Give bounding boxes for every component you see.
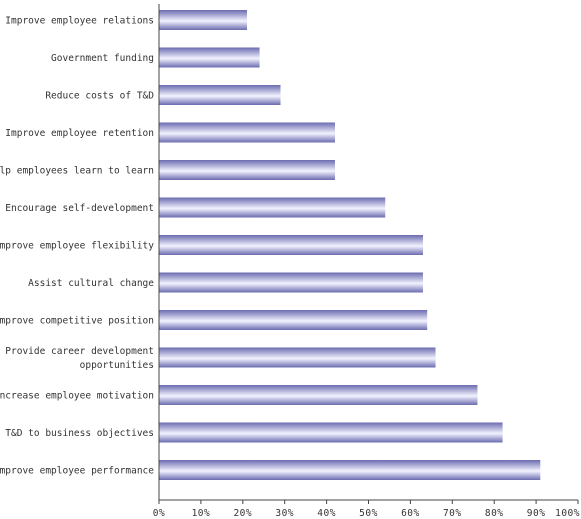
category-label: Improve employee retention <box>5 128 154 139</box>
bars-group <box>159 10 541 480</box>
category-label: Help employees learn to learn <box>0 166 154 177</box>
bar <box>159 122 335 143</box>
bar <box>159 85 281 105</box>
bar <box>159 347 436 368</box>
bar <box>159 460 541 480</box>
bar <box>159 272 423 293</box>
x-tick-label: 20% <box>233 508 252 519</box>
category-label: Government funding <box>51 53 154 64</box>
x-tick-label: 10% <box>192 508 211 519</box>
bar <box>159 235 423 255</box>
x-ticks: 0% 10% 20% 30% 40% 50% 60% 70% 80% 90% 100% <box>153 500 580 519</box>
bar <box>159 385 478 405</box>
category-label: Improve employee relations <box>5 16 154 27</box>
bar <box>159 47 260 68</box>
x-tick-label: 40% <box>317 508 336 519</box>
category-label: Improve employee performance <box>0 466 154 477</box>
category-label: Assist cultural change <box>28 278 154 289</box>
x-tick-label: 0% <box>153 508 165 519</box>
category-label: Improve employee flexibility <box>0 241 154 252</box>
x-tick-label: 50% <box>359 508 378 519</box>
category-label: Link T&D to business objectives <box>0 428 154 439</box>
category-label: Provide career development opportunities <box>5 346 154 371</box>
bar <box>159 422 503 443</box>
category-label: Encourage self-development <box>5 203 154 214</box>
x-tick-label: 80% <box>485 508 504 519</box>
x-tick-label: 70% <box>443 508 462 519</box>
bar <box>159 160 335 180</box>
category-labels: Improve employee relations Government fun… <box>0 16 154 477</box>
category-label: Increase employee motivation <box>0 391 154 402</box>
x-tick-label: 90% <box>527 508 546 519</box>
x-tick-label: 60% <box>401 508 420 519</box>
bar <box>159 310 428 330</box>
bar <box>159 197 386 218</box>
category-label: Improve competitive position <box>0 316 154 327</box>
bar <box>159 10 247 30</box>
category-label: Reduce costs of T&D <box>45 91 154 102</box>
x-tick-label: 30% <box>275 508 294 519</box>
x-tick-label: 100% <box>555 508 580 519</box>
